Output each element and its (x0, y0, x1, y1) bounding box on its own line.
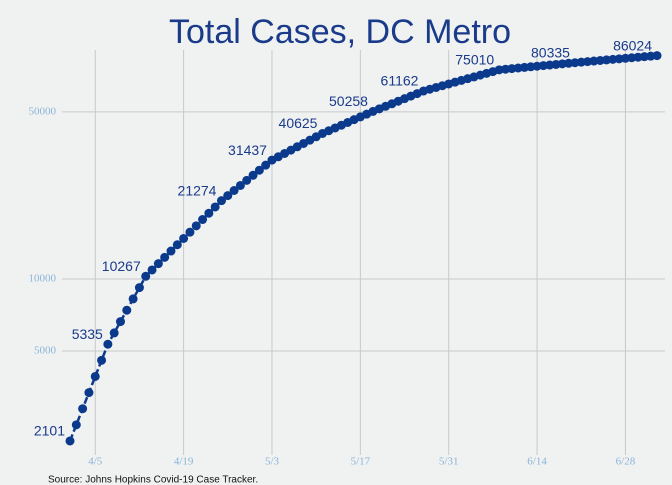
data-point (109, 328, 119, 338)
x-tick-label: 6/14 (527, 456, 547, 468)
value-label: 50258 (329, 93, 368, 109)
value-label: 80335 (531, 44, 570, 60)
value-label: 75010 (455, 52, 494, 68)
value-label: 31437 (228, 142, 267, 158)
data-point (185, 227, 195, 237)
data-point (248, 170, 258, 180)
data-point (254, 165, 264, 175)
data-point (141, 271, 151, 281)
data-point (235, 180, 245, 190)
data-point (84, 388, 94, 398)
data-point (210, 202, 220, 212)
data-point (204, 208, 214, 218)
data-point (198, 215, 208, 225)
x-tick-label: 5/3 (265, 456, 280, 468)
data-point (229, 186, 239, 196)
data-point (128, 294, 138, 304)
value-label: 21274 (178, 182, 217, 198)
data-point (652, 51, 662, 61)
data-point (134, 283, 144, 293)
x-tick-label: 6/28 (616, 456, 636, 468)
data-point (90, 371, 100, 381)
x-tick-label: 5/17 (351, 456, 371, 468)
value-label: 61162 (381, 73, 419, 89)
data-point (160, 252, 170, 262)
data-point (115, 317, 125, 327)
source-note: Source: Johns Hopkins Covid-19 Case Trac… (48, 475, 258, 485)
x-tick-label: 4/5 (88, 456, 103, 468)
data-point (261, 160, 271, 170)
data-point (216, 196, 226, 206)
chart-title: Total Cases, DC Metro (169, 13, 511, 51)
data-point (78, 404, 88, 414)
value-label: 40625 (279, 115, 318, 131)
x-tick-label: 5/31 (439, 456, 459, 468)
value-label: 10267 (102, 258, 141, 274)
data-point (242, 175, 252, 185)
data-point (97, 355, 107, 365)
value-label: 2101 (34, 423, 65, 439)
value-label: 5335 (72, 326, 103, 342)
data-point (122, 305, 132, 315)
data-point (147, 265, 157, 275)
data-point (65, 436, 75, 446)
data-point (71, 420, 81, 430)
data-point (191, 221, 201, 231)
y-tick-label: 50000 (29, 105, 57, 117)
x-tick-label: 4/19 (174, 456, 194, 468)
data-point (103, 339, 113, 349)
data-point (153, 259, 163, 269)
y-tick-label: 5000 (34, 344, 57, 356)
data-point (166, 246, 176, 256)
data-point (172, 240, 182, 250)
data-point (179, 233, 189, 243)
y-tick-label: 10000 (29, 273, 57, 285)
data-point (223, 191, 233, 201)
value-label: 86024 (613, 37, 652, 53)
